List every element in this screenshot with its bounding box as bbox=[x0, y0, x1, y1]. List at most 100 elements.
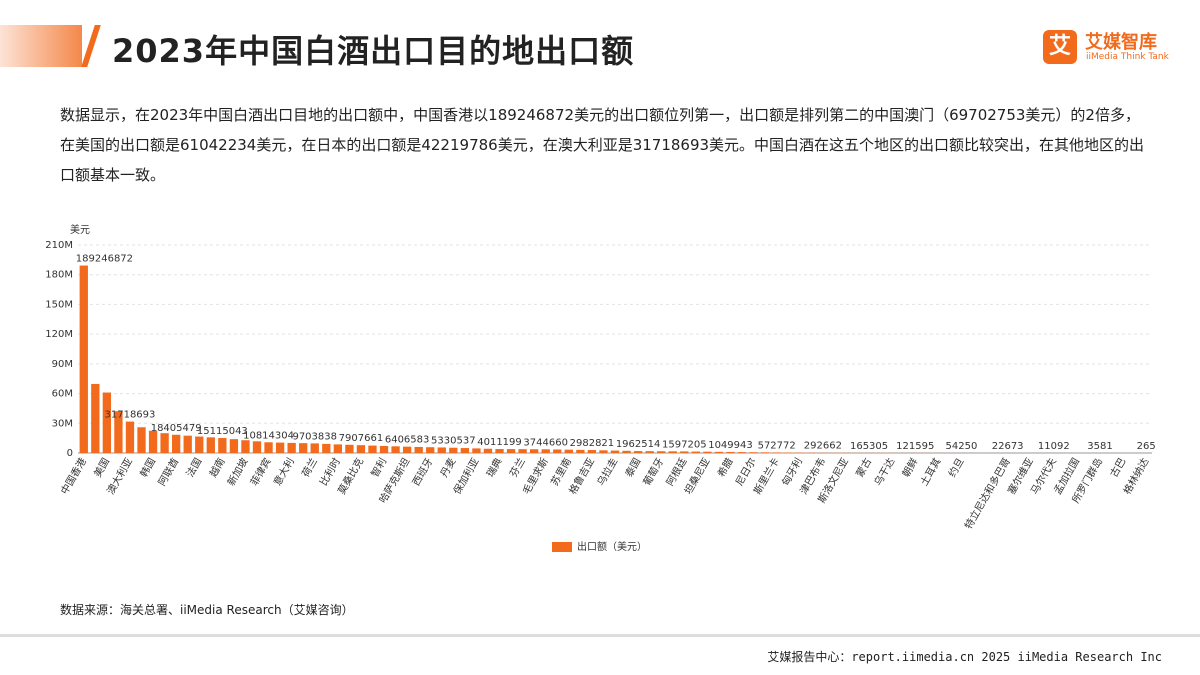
x-tick-label: 韩国 bbox=[137, 456, 158, 480]
bar bbox=[541, 449, 550, 453]
bar bbox=[472, 448, 481, 453]
data-label: 292662 bbox=[804, 441, 842, 452]
bar bbox=[691, 451, 700, 453]
bar bbox=[495, 449, 504, 453]
x-tick-label: 中国香港 bbox=[58, 456, 89, 497]
header-band bbox=[0, 25, 82, 67]
x-tick-label: 比利时 bbox=[318, 456, 343, 488]
x-tick-label: 朝鲜 bbox=[899, 456, 920, 480]
footer-rule bbox=[0, 634, 1200, 637]
data-label: 54250 bbox=[946, 441, 978, 452]
x-tick-label: 越南 bbox=[206, 456, 227, 480]
bar bbox=[506, 449, 516, 453]
bar bbox=[379, 445, 389, 453]
data-label: 189246872 bbox=[76, 254, 133, 265]
data-label: 1597205 bbox=[662, 439, 707, 450]
bar bbox=[391, 446, 400, 453]
legend-swatch bbox=[552, 542, 572, 552]
y-tick-label: 180M bbox=[45, 270, 73, 281]
data-label: 11092 bbox=[1038, 441, 1070, 452]
bar bbox=[437, 447, 446, 453]
data-label: 15115043 bbox=[197, 426, 248, 437]
y-tick-label: 30M bbox=[52, 418, 73, 429]
bar bbox=[553, 449, 562, 453]
y-tick-label: 90M bbox=[52, 359, 73, 370]
data-label: 2982821 bbox=[570, 438, 615, 449]
bar bbox=[264, 442, 273, 453]
bar bbox=[333, 444, 342, 453]
bar bbox=[460, 448, 470, 453]
bar bbox=[137, 427, 146, 453]
page-title: 2023年中国白酒出口目的地出口额 bbox=[112, 32, 635, 70]
source: 数据来源：海关总署、iiMedia Research（艾媒咨询） bbox=[60, 603, 354, 617]
bar bbox=[587, 450, 597, 453]
x-tick-label: 智利 bbox=[368, 456, 389, 480]
bar bbox=[737, 452, 747, 453]
x-tick-label: 荷兰 bbox=[299, 456, 320, 480]
x-tick-label: 丹麦 bbox=[438, 456, 458, 479]
bar bbox=[172, 434, 181, 453]
x-tick-label: 特立尼达和多巴哥 bbox=[962, 456, 1013, 532]
x-tick-label: 菲律宾 bbox=[247, 456, 273, 488]
data-label: 3581 bbox=[1087, 441, 1112, 452]
x-tick-label: 蒙古 bbox=[853, 456, 874, 480]
bar bbox=[356, 445, 366, 453]
x-tick-label: 古巴 bbox=[1107, 456, 1128, 480]
y-tick-label: 210M bbox=[45, 240, 73, 251]
bar bbox=[148, 430, 158, 453]
bar bbox=[633, 451, 643, 453]
description: 数据显示，在2023年中国白酒出口目地的出口额中，中国香港以189246872美… bbox=[60, 106, 1145, 184]
bar bbox=[714, 451, 724, 453]
logo-subtitle: iiMedia Think Tank bbox=[1086, 52, 1169, 62]
bar bbox=[749, 452, 758, 453]
x-tick-label: 意大利 bbox=[271, 456, 297, 488]
x-tick-label: 法国 bbox=[183, 456, 204, 480]
x-tick-label: 新加坡 bbox=[224, 456, 250, 488]
x-tick-label: 葡萄牙 bbox=[640, 456, 666, 488]
data-label: 4011199 bbox=[477, 437, 522, 448]
x-tick-label: 阿根廷 bbox=[663, 456, 689, 488]
bar bbox=[449, 447, 458, 453]
bar bbox=[530, 449, 539, 453]
x-tick-label: 土耳其 bbox=[917, 456, 943, 488]
bar bbox=[229, 439, 239, 453]
data-label: 572772 bbox=[758, 440, 796, 451]
data-label: 31718693 bbox=[105, 410, 156, 421]
bar bbox=[299, 443, 308, 453]
bar bbox=[518, 449, 527, 453]
data-label: 265 bbox=[1137, 441, 1156, 452]
bar bbox=[483, 448, 493, 453]
x-tick-label: 泰国 bbox=[622, 456, 643, 480]
bar bbox=[622, 450, 631, 453]
bar bbox=[102, 392, 112, 453]
bar bbox=[772, 452, 781, 453]
data-label: 22673 bbox=[992, 441, 1024, 452]
x-tick-label: 匈牙利 bbox=[779, 456, 805, 488]
bar bbox=[576, 449, 585, 453]
bar bbox=[160, 433, 169, 453]
bar bbox=[252, 441, 262, 453]
x-tick-label: 苏里南 bbox=[548, 456, 574, 488]
bar bbox=[703, 451, 712, 453]
bar bbox=[241, 440, 250, 453]
logo-icon: 艾 bbox=[1043, 30, 1077, 64]
data-label: 18405479 bbox=[151, 423, 202, 434]
bar bbox=[599, 450, 608, 453]
y-tick-label: 150M bbox=[45, 299, 73, 310]
legend-label: 出口额（美元） bbox=[577, 540, 647, 553]
bar bbox=[345, 444, 354, 453]
x-tick-label: 瑞典 bbox=[483, 455, 504, 479]
x-tick-label: 阿联酋 bbox=[155, 456, 181, 488]
x-tick-label: 美国 bbox=[91, 456, 112, 480]
bar bbox=[114, 411, 123, 453]
bar bbox=[287, 442, 296, 453]
bar bbox=[760, 452, 770, 453]
bar bbox=[402, 446, 412, 453]
bar bbox=[206, 437, 215, 453]
bar bbox=[726, 451, 735, 453]
y-tick-label: 120M bbox=[45, 329, 73, 340]
bar bbox=[668, 451, 677, 453]
data-label: 165305 bbox=[850, 441, 888, 452]
